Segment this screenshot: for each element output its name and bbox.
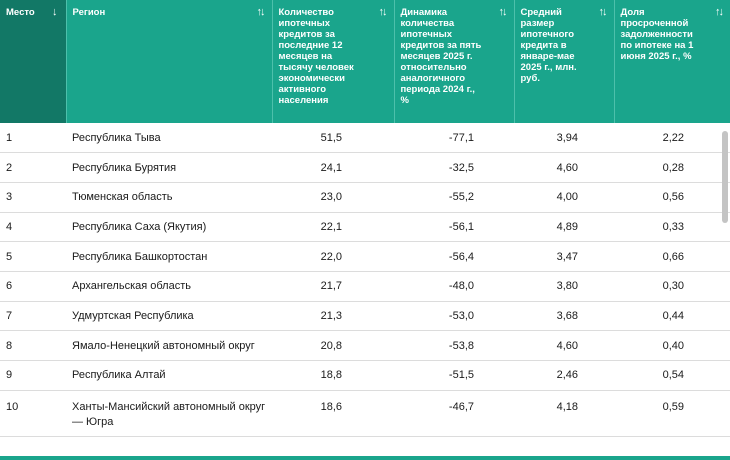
cell-region: Республика Башкортостан [66, 241, 272, 272]
cell-region: Удмуртская Республика [66, 301, 272, 332]
cell-overdue-share: 0,44 [614, 301, 730, 332]
cell-region: Тюменская область [66, 182, 272, 213]
cell-place: 3 [0, 182, 66, 213]
table-row: 6 Архангельская область 21,7 -48,0 3,80 … [0, 271, 730, 302]
cell-place: 5 [0, 241, 66, 272]
cell-place: 7 [0, 301, 66, 332]
bottom-accent-bar [0, 456, 730, 460]
cell-loans-per-thousand: 51,5 [272, 123, 394, 154]
cell-region: Республика Бурятия [66, 152, 272, 183]
cell-overdue-share: 2,22 [614, 123, 730, 154]
cell-loans-per-thousand: 22,0 [272, 241, 394, 272]
cell-loans-per-thousand: 23,0 [272, 182, 394, 213]
cell-loans-per-thousand: 22,1 [272, 212, 394, 243]
cell-overdue-share: 0,28 [614, 152, 730, 183]
cell-average-loan: 3,47 [514, 241, 614, 272]
cell-place: 4 [0, 212, 66, 243]
cell-loans-dynamics: -56,1 [394, 212, 514, 243]
cell-average-loan: 4,89 [514, 212, 614, 243]
cell-region: Республика Тыва [66, 123, 272, 154]
column-header-label: Средний размер ипотечного кредита в янва… [520, 7, 577, 84]
cell-overdue-share: 0,59 [614, 390, 730, 437]
cell-loans-dynamics: -77,1 [394, 123, 514, 154]
cell-average-loan: 3,94 [514, 123, 614, 154]
table-row: 2 Республика Бурятия 24,1 -32,5 4,60 0,2… [0, 152, 730, 183]
column-header-label: Место [6, 7, 35, 18]
mortgage-rating-table: Место ↓ Регион ↑↓ Количество ипотечных к… [0, 0, 730, 437]
column-header-label: Регион [72, 7, 106, 18]
cell-region: Ямало-Ненецкий автономный округ [66, 330, 272, 361]
column-header-label: Количество ипотечных кредитов за последн… [278, 7, 354, 106]
cell-overdue-share: 0,54 [614, 360, 730, 391]
column-header-label: Доля просроченной задолженности по ипоте… [620, 7, 694, 62]
cell-region: Республика Саха (Якутия) [66, 212, 272, 243]
cell-loans-dynamics: -48,0 [394, 271, 514, 302]
cell-place: 2 [0, 152, 66, 183]
cell-average-loan: 3,68 [514, 301, 614, 332]
vertical-scrollbar-thumb[interactable] [722, 131, 728, 223]
cell-loans-dynamics: -53,0 [394, 301, 514, 332]
cell-average-loan: 2,46 [514, 360, 614, 391]
table-row: 5 Республика Башкортостан 22,0 -56,4 3,4… [0, 241, 730, 272]
cell-place: 10 [0, 390, 66, 437]
cell-overdue-share: 0,33 [614, 212, 730, 243]
cell-place: 8 [0, 330, 66, 361]
table-row: 1 Республика Тыва 51,5 -77,1 3,94 2,22 [0, 123, 730, 154]
cell-loans-per-thousand: 21,7 [272, 271, 394, 302]
cell-loans-per-thousand: 24,1 [272, 152, 394, 183]
cell-average-loan: 4,60 [514, 330, 614, 361]
sort-toggle-icon[interactable]: ↑↓ [715, 6, 724, 18]
table-row: 3 Тюменская область 23,0 -55,2 4,00 0,56 [0, 182, 730, 213]
cell-loans-per-thousand: 18,8 [272, 360, 394, 391]
cell-loans-per-thousand: 21,3 [272, 301, 394, 332]
cell-overdue-share: 0,56 [614, 182, 730, 213]
cell-overdue-share: 0,30 [614, 271, 730, 302]
cell-place: 6 [0, 271, 66, 302]
cell-loans-per-thousand: 20,8 [272, 330, 394, 361]
cell-loans-dynamics: -56,4 [394, 241, 514, 272]
cell-average-loan: 4,00 [514, 182, 614, 213]
cell-overdue-share: 0,66 [614, 241, 730, 272]
cell-average-loan: 4,60 [514, 152, 614, 183]
column-header-region[interactable]: Регион ↑↓ [66, 0, 273, 123]
column-header-loans-per-thousand[interactable]: Количество ипотечных кредитов за последн… [272, 0, 395, 123]
table-row: 4 Республика Саха (Якутия) 22,1 -56,1 4,… [0, 212, 730, 243]
cell-loans-dynamics: -55,2 [394, 182, 514, 213]
cell-average-loan: 4,18 [514, 390, 614, 437]
cell-loans-dynamics: -53,8 [394, 330, 514, 361]
table-row: 9 Республика Алтай 18,8 -51,5 2,46 0,54 [0, 360, 730, 391]
column-header-place[interactable]: Место ↓ [0, 0, 67, 123]
sort-toggle-icon[interactable]: ↑↓ [498, 6, 508, 18]
cell-average-loan: 3,80 [514, 271, 614, 302]
column-header-average-loan[interactable]: Средний размер ипотечного кредита в янва… [514, 0, 615, 123]
table-row: 7 Удмуртская Республика 21,3 -53,0 3,68 … [0, 301, 730, 332]
cell-overdue-share: 0,40 [614, 330, 730, 361]
cell-loans-dynamics: -51,5 [394, 360, 514, 391]
column-header-overdue-share[interactable]: Доля просроченной задолженности по ипоте… [614, 0, 730, 123]
cell-loans-per-thousand: 18,6 [272, 390, 394, 437]
table-row: 8 Ямало-Ненецкий автономный округ 20,8 -… [0, 330, 730, 361]
cell-region: Ханты-Мансийский автономный округ — Югра [66, 390, 272, 437]
sort-descending-icon[interactable]: ↓ [52, 6, 58, 18]
cell-loans-dynamics: -32,5 [394, 152, 514, 183]
sort-toggle-icon[interactable]: ↑↓ [256, 6, 266, 18]
sort-toggle-icon[interactable]: ↑↓ [378, 6, 388, 18]
cell-region: Архангельская область [66, 271, 272, 302]
cell-region: Республика Алтай [66, 360, 272, 391]
sort-toggle-icon[interactable]: ↑↓ [598, 6, 608, 18]
table-row: 10 Ханты-Мансийский автономный округ — Ю… [0, 390, 730, 437]
cell-place: 9 [0, 360, 66, 391]
cell-loans-dynamics: -46,7 [394, 390, 514, 437]
table-header-row: Место ↓ Регион ↑↓ Количество ипотечных к… [0, 0, 730, 123]
column-header-loans-dynamics[interactable]: Динамика количества ипотечных кредитов з… [394, 0, 515, 123]
column-header-label: Динамика количества ипотечных кредитов з… [400, 7, 482, 106]
cell-place: 1 [0, 123, 66, 154]
